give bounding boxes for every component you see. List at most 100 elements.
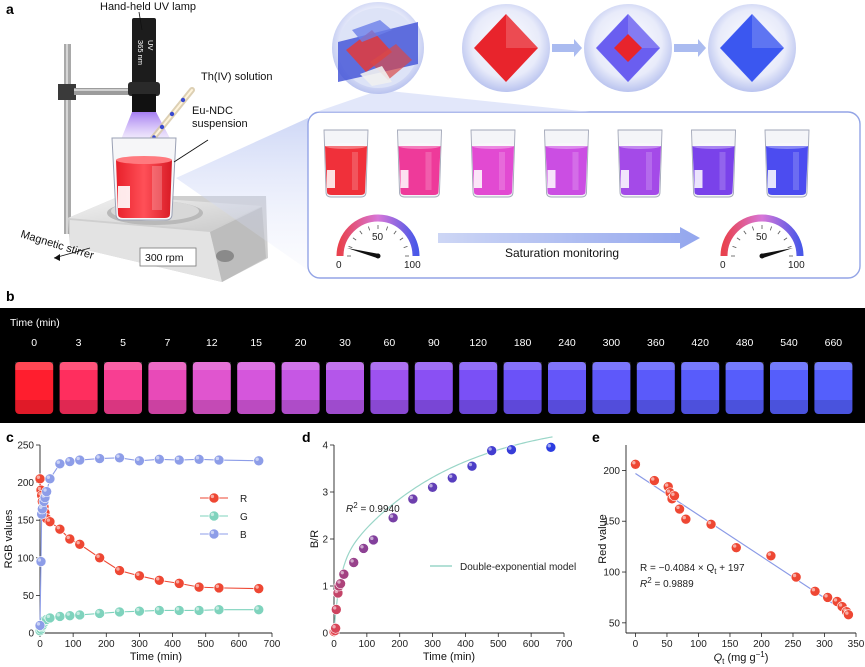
series-R-point-body bbox=[94, 552, 105, 564]
vial-bottom bbox=[636, 400, 675, 414]
vial-5 bbox=[104, 362, 142, 414]
y-tick-label: 150 bbox=[17, 516, 34, 527]
series-B-point-body bbox=[41, 486, 52, 497]
bor-point-shine bbox=[337, 580, 341, 584]
y-tick-label: 200 bbox=[17, 478, 34, 489]
series-B-point-body bbox=[35, 556, 47, 567]
series-B-point-body bbox=[44, 473, 56, 485]
crystal-3 bbox=[708, 4, 796, 92]
vial-bottom bbox=[237, 400, 276, 414]
vial-liquid bbox=[548, 362, 586, 414]
vial-liquid bbox=[725, 362, 764, 414]
vial-top bbox=[814, 362, 853, 370]
x-tick-label: 300 bbox=[816, 639, 833, 650]
time-0: 0 bbox=[31, 337, 37, 349]
y-tick-label: 150 bbox=[603, 517, 620, 528]
gauge-arc bbox=[720, 214, 804, 257]
series-G-point-shine bbox=[46, 614, 51, 619]
time-15: 15 bbox=[250, 337, 262, 349]
crystal-2 bbox=[584, 4, 672, 92]
series-G-point-shine bbox=[56, 613, 60, 617]
vial-90 bbox=[414, 362, 453, 414]
series-G-point-body bbox=[64, 610, 76, 622]
beaker-2 bbox=[397, 129, 442, 198]
vial-top bbox=[104, 362, 142, 370]
bor-point bbox=[330, 604, 342, 615]
gauge-mid: 50 bbox=[756, 232, 768, 243]
gauge-tick bbox=[352, 237, 357, 241]
vial-bottom bbox=[770, 400, 808, 414]
gauge-tick bbox=[348, 246, 353, 249]
x-tick-label: 350 bbox=[848, 639, 865, 650]
x-axis-label: Qt (mg g−1) bbox=[714, 650, 769, 666]
beaker-shine bbox=[572, 152, 579, 190]
series-G-point-body bbox=[74, 609, 86, 621]
series-G-point-body bbox=[213, 604, 225, 615]
time-30: 30 bbox=[339, 337, 351, 349]
vial-top bbox=[326, 362, 364, 370]
series-B-point bbox=[54, 458, 66, 470]
series-B-point-body bbox=[94, 453, 105, 464]
gauge-mid: 50 bbox=[372, 232, 384, 243]
vial-bottom bbox=[370, 400, 409, 414]
vial-top bbox=[15, 362, 54, 370]
red-value-point bbox=[822, 592, 833, 603]
y-tick-label: 0 bbox=[322, 629, 328, 640]
vial-540 bbox=[770, 362, 808, 414]
crystal-fan bbox=[316, 90, 590, 112]
legend-B-marker-body bbox=[208, 528, 220, 540]
bor-point-body bbox=[338, 568, 350, 580]
crystal-series bbox=[462, 4, 796, 92]
bor-point-shine bbox=[340, 570, 344, 575]
beaker-liquid bbox=[545, 146, 588, 195]
x-tick-label: 200 bbox=[98, 639, 115, 650]
equation-annotation: R = −0.4084 × Qt + 197 bbox=[640, 563, 745, 576]
bor-point-shine bbox=[350, 559, 354, 563]
crystal-1 bbox=[462, 4, 550, 92]
series-R-point bbox=[64, 533, 76, 545]
vial-360 bbox=[636, 362, 675, 414]
lamp-pointer bbox=[138, 11, 143, 31]
series-B-point bbox=[41, 486, 52, 497]
time-300: 300 bbox=[603, 337, 621, 349]
time-5: 5 bbox=[120, 337, 126, 349]
bor-point bbox=[387, 512, 399, 524]
vial-3 bbox=[59, 362, 98, 414]
series-R-point-shine bbox=[76, 540, 80, 545]
red-value-point-shine bbox=[676, 505, 680, 510]
vial-liquid bbox=[15, 362, 54, 414]
series-G-point-shine bbox=[136, 607, 140, 612]
series-B-point-shine bbox=[175, 456, 180, 461]
series-G-point-body bbox=[44, 612, 56, 624]
x-tick-label: 100 bbox=[690, 639, 707, 650]
series-G-point-shine bbox=[255, 606, 259, 610]
series-B-point bbox=[35, 556, 47, 567]
gauge-tick bbox=[403, 246, 408, 249]
series-B-point-body bbox=[253, 455, 265, 467]
gauge-tick bbox=[732, 246, 737, 249]
crystal-shape bbox=[474, 14, 538, 82]
red-value-point bbox=[790, 571, 802, 583]
series-R-point-body bbox=[193, 581, 205, 593]
legend-R-marker bbox=[208, 492, 220, 504]
beaker-meniscus bbox=[545, 143, 588, 149]
lamp-label: Hand-held UV lamp bbox=[100, 1, 196, 13]
zoom-fan bbox=[176, 118, 308, 270]
vial-300 bbox=[592, 362, 631, 414]
beaker-meniscus bbox=[692, 143, 735, 149]
saturation-arrow bbox=[438, 227, 700, 249]
series-G-point bbox=[193, 605, 205, 616]
series-R-point-body bbox=[74, 538, 86, 550]
red-value-point-body bbox=[649, 475, 660, 486]
beaker-1 bbox=[323, 129, 369, 198]
x-tick-label: 50 bbox=[661, 639, 673, 650]
y-tick-label: 250 bbox=[17, 441, 34, 452]
series-B-point bbox=[34, 620, 46, 631]
gauge-tick bbox=[743, 230, 747, 235]
series-R-point-shine bbox=[66, 535, 70, 540]
series-R-point-body bbox=[173, 578, 185, 589]
series-B-point bbox=[134, 455, 145, 467]
red-value-point-shine bbox=[651, 477, 655, 481]
series-R-point bbox=[114, 565, 125, 576]
vial-liquid bbox=[459, 362, 498, 414]
